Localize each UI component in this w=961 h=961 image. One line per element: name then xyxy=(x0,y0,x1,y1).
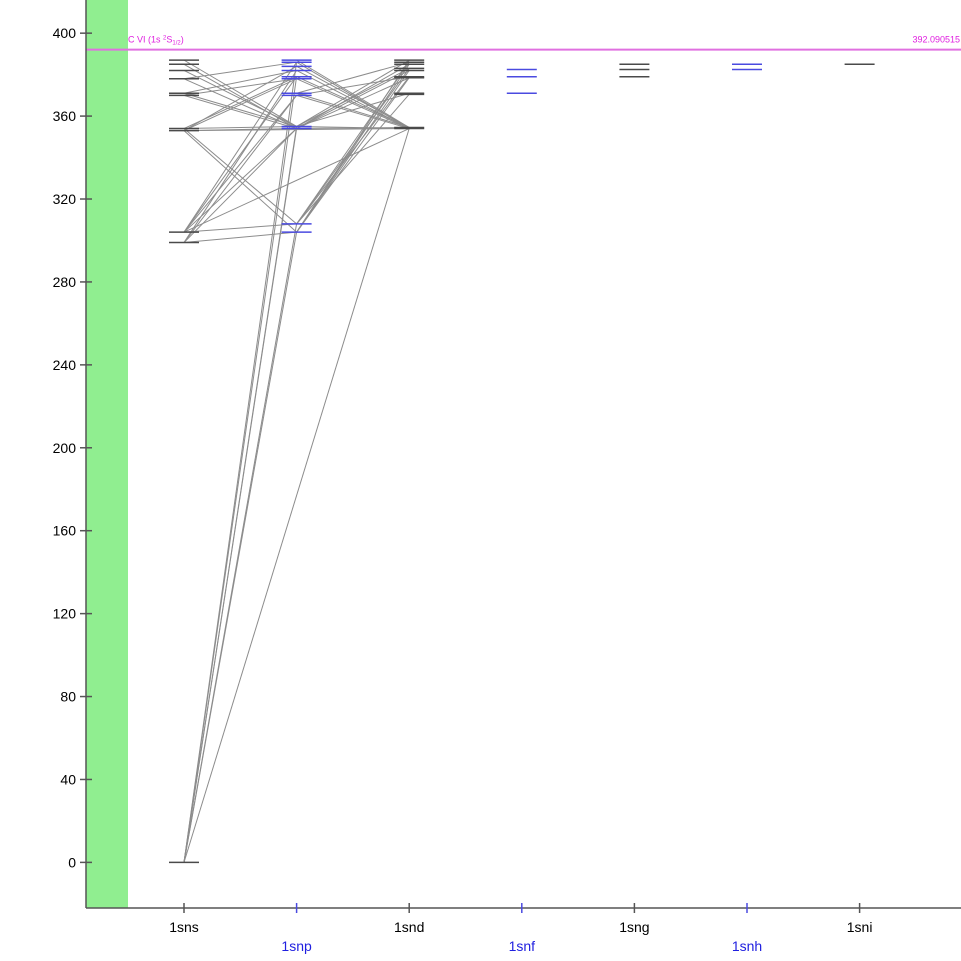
transition-line xyxy=(183,76,297,129)
transition-line xyxy=(183,76,298,233)
column-label-1snh: 1snh xyxy=(732,938,762,954)
y-tick-label: 240 xyxy=(53,357,77,373)
transition-lines xyxy=(183,59,410,863)
transition-line xyxy=(296,125,410,130)
transition-line xyxy=(296,61,410,225)
transition-line xyxy=(183,69,297,94)
y-tick-label: 400 xyxy=(53,25,77,41)
y-axis-ticks: 0 40 80 120 160 200 240 280 320 360 400 xyxy=(53,25,92,870)
energy-levels xyxy=(169,59,875,864)
transition-line xyxy=(296,94,410,130)
transition-line xyxy=(183,94,297,130)
transition-line xyxy=(296,68,410,225)
transition-line xyxy=(183,61,298,233)
y-tick-label: 0 xyxy=(68,854,76,870)
y-tick-label: 200 xyxy=(53,440,77,456)
transition-line xyxy=(296,93,410,225)
transition-line xyxy=(183,231,297,244)
transition-line xyxy=(183,128,297,233)
transition-line xyxy=(183,223,297,233)
y-tick-label: 80 xyxy=(60,689,76,705)
column-label-1snp: 1snp xyxy=(281,938,312,954)
transition-line xyxy=(296,76,410,225)
transition-line xyxy=(183,62,298,863)
transition-line xyxy=(183,63,297,129)
transition-line xyxy=(296,77,410,233)
transition-line xyxy=(183,128,297,225)
y-tick-label: 120 xyxy=(53,606,77,622)
ionization-band xyxy=(86,0,128,908)
y-tick-label: 320 xyxy=(53,191,77,207)
column-label-1sni: 1sni xyxy=(847,919,873,935)
transition-line xyxy=(183,223,298,863)
transition-line xyxy=(296,76,410,96)
transition-line xyxy=(296,70,410,129)
y-tick-label: 40 xyxy=(60,771,76,787)
transition-line xyxy=(296,59,410,128)
x-axis-columns: 1sns 1snp 1snd 1snf 1sng 1snh 1sni xyxy=(169,903,872,954)
transition-line xyxy=(183,78,297,132)
transition-line xyxy=(183,126,298,863)
transition-line xyxy=(183,92,297,127)
y-tick-label: 280 xyxy=(53,274,77,290)
transition-line xyxy=(183,70,297,127)
y-tick-label: 160 xyxy=(53,523,77,539)
ionization-limit-value: 392.090515 xyxy=(912,35,960,45)
transition-line xyxy=(183,78,297,96)
y-tick-label: 360 xyxy=(53,108,77,124)
transition-line xyxy=(183,130,297,233)
transition-line xyxy=(183,70,298,243)
transition-line xyxy=(183,128,410,233)
transition-line xyxy=(296,92,410,128)
transition-line xyxy=(296,78,410,129)
column-label-1sng: 1sng xyxy=(619,919,649,935)
transition-line xyxy=(296,61,410,129)
column-label-1snf: 1snf xyxy=(509,938,536,954)
transition-line xyxy=(296,61,410,94)
transition-line xyxy=(183,61,297,80)
transition-line xyxy=(183,128,410,863)
transition-line xyxy=(183,59,297,127)
column-label-1snd: 1snd xyxy=(394,919,424,935)
transition-line xyxy=(183,78,297,129)
transition-line xyxy=(183,125,297,130)
transition-line xyxy=(296,126,410,130)
transition-line xyxy=(183,95,297,233)
column-label-1sns: 1sns xyxy=(169,919,199,935)
ionization-limit-label: C VI (1s 2S1/2) xyxy=(128,35,184,47)
transition-line xyxy=(296,70,410,233)
transition-line xyxy=(183,95,297,243)
